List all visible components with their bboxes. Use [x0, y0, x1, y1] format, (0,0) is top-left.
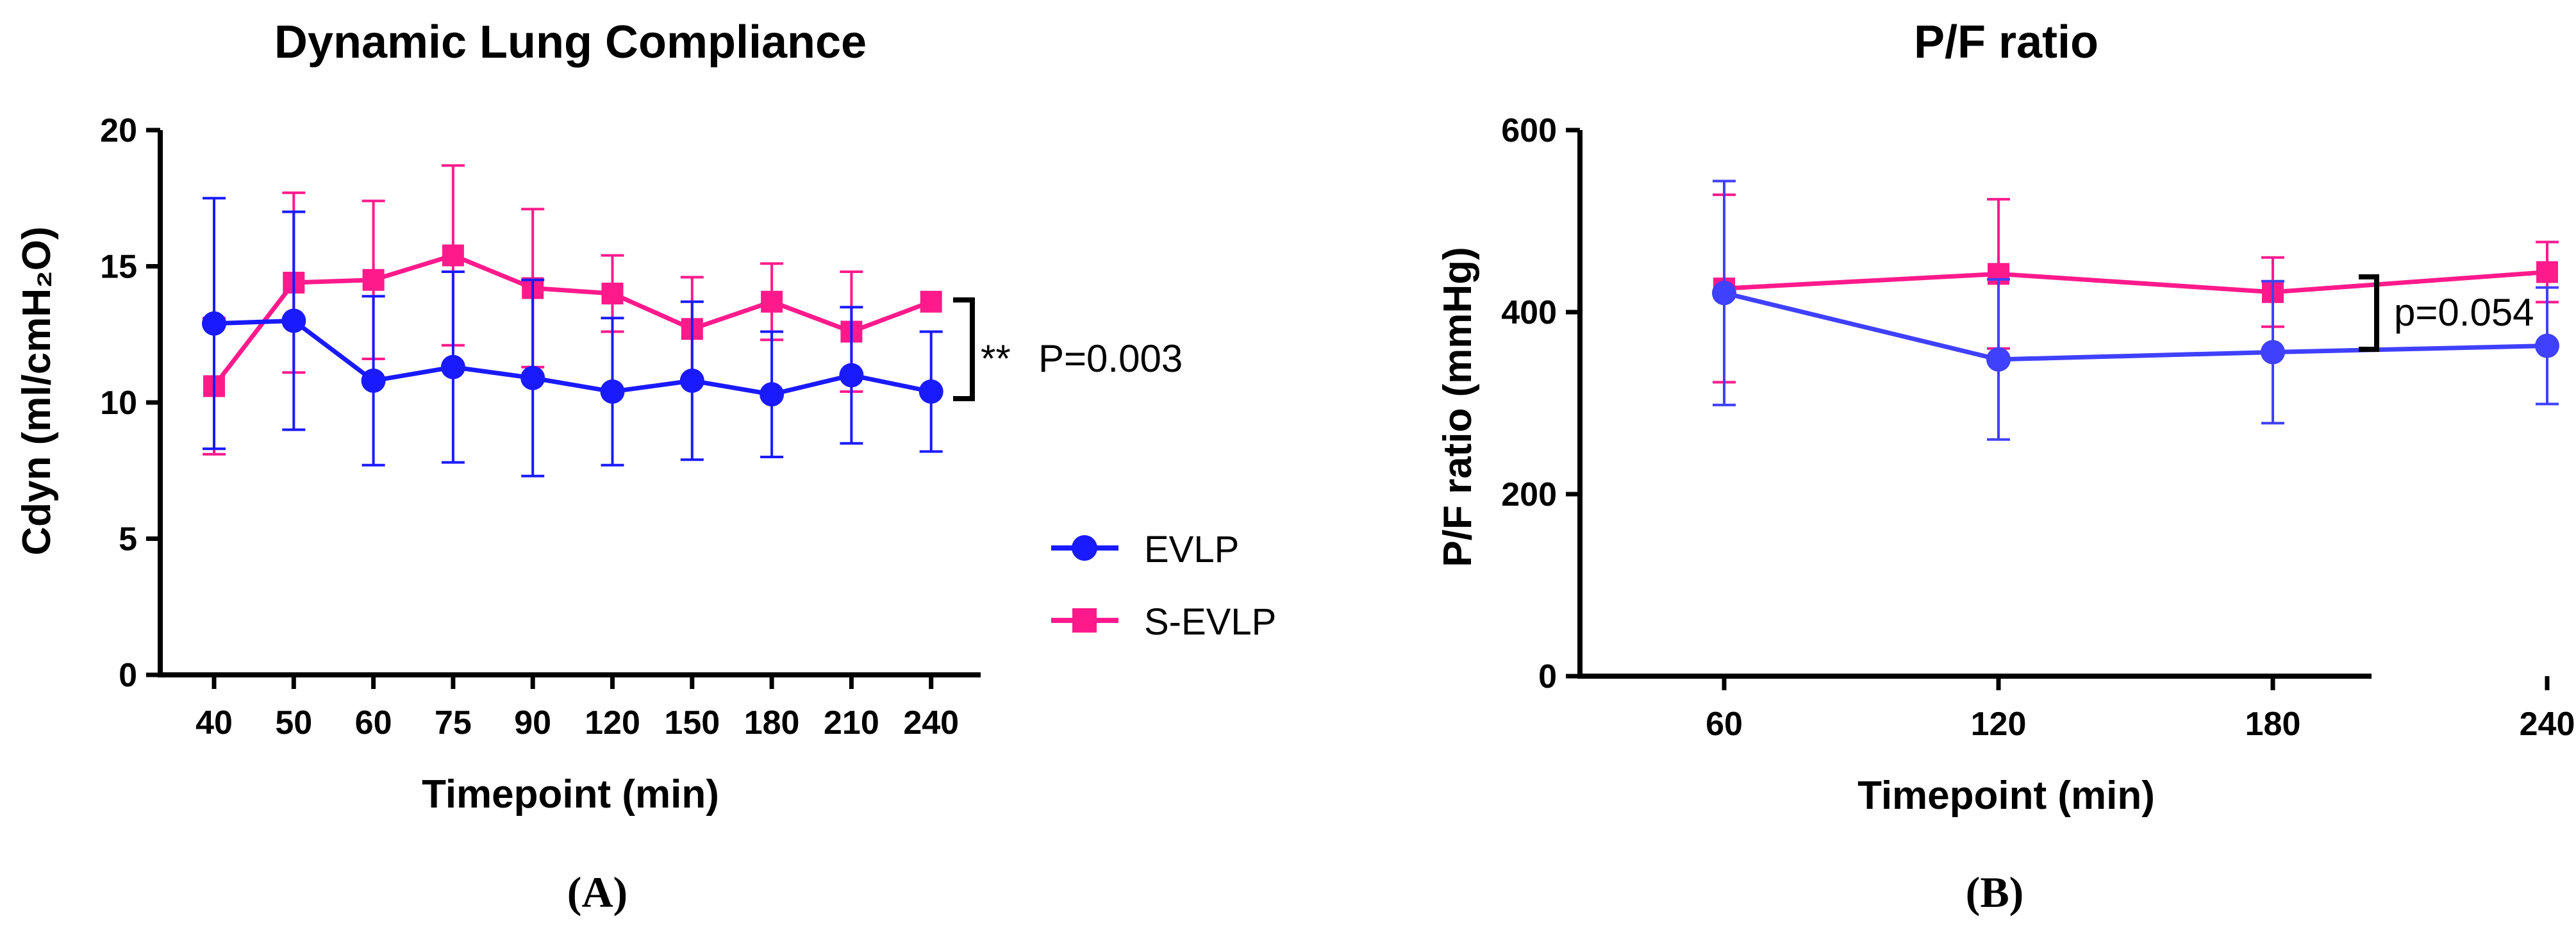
s-evlp-data-point — [442, 244, 464, 267]
legend-evlp-marker — [1072, 535, 1097, 561]
y-tick-label: 15 — [100, 249, 137, 286]
legend-s-evlp-marker — [1072, 608, 1097, 633]
panel-a-plot: 0 5 10 15 20 40 50 60 75 90 120 150 180 210 240 — [100, 112, 981, 742]
evlp-data-point — [679, 369, 704, 393]
x-tick-label: 40 — [195, 704, 233, 742]
panel-b-pf-ratio: P/F ratio P/F ratio (mmHg) Timepoint (mi… — [1436, 17, 2575, 916]
evlp-data-point — [2261, 340, 2285, 365]
y-tick-label: 200 — [1501, 476, 1557, 513]
panel-a-significance-bracket — [953, 297, 975, 401]
panel-a-significance-stars: ** — [981, 337, 1011, 380]
evlp-data-point — [361, 369, 386, 393]
panel-a-dynamic-lung-compliance: Dynamic Lung Compliance Cdyn (ml/cmH₂O) … — [15, 17, 1276, 916]
x-tick-label: 150 — [664, 704, 720, 742]
panel-a-x-axis-title: Timepoint (min) — [422, 772, 719, 817]
evlp-data-point — [760, 382, 785, 407]
x-tick-label: 60 — [1706, 706, 1743, 743]
x-tick-label: 180 — [2245, 706, 2301, 743]
x-tick-label: 60 — [355, 704, 392, 742]
evlp-series-line — [213, 318, 932, 397]
x-tick-label: 210 — [824, 704, 879, 742]
panel-b-label: (B) — [1966, 868, 2024, 916]
legend-s-evlp-label: S-EVLP — [1144, 601, 1276, 643]
panel-b-y-axis-title: P/F ratio (mmHg) — [1436, 247, 1480, 567]
evlp-data-point — [440, 354, 465, 379]
x-tick-label: 75 — [435, 704, 472, 742]
legend-evlp-label: EVLP — [1144, 529, 1239, 570]
y-tick-label: 600 — [1501, 112, 1557, 149]
panel-a-title: Dynamic Lung Compliance — [274, 17, 867, 68]
evlp-data-point — [918, 379, 943, 404]
s-evlp-series-line — [212, 253, 932, 388]
s-evlp-data-point — [920, 290, 942, 313]
x-tick-label: 120 — [585, 704, 640, 742]
s-evlp-data-point — [601, 283, 624, 304]
panel-b-title: P/F ratio — [1914, 17, 2098, 68]
x-tick-label: 240 — [2520, 706, 2575, 743]
panel-a-y-axis-title: Cdyn (ml/cmH₂O) — [15, 226, 59, 555]
evlp-data-point — [2535, 333, 2559, 358]
s-evlp-data-point — [761, 290, 783, 313]
evlp-data-point — [1986, 347, 2011, 372]
evlp-data-point — [839, 363, 864, 388]
evlp-data-point — [281, 308, 306, 333]
x-tick-label: 120 — [1971, 706, 2027, 743]
y-tick-label: 0 — [119, 657, 137, 694]
x-tick-label: 240 — [903, 704, 959, 742]
legend: EVLP S-EVLP — [1051, 529, 1276, 643]
s-evlp-data-point — [362, 269, 385, 291]
y-tick-label: 10 — [100, 385, 137, 422]
panel-b-plot: 0 200 400 600 60 120 180 240 — [1501, 112, 2575, 743]
panel-b-significance-bracket — [2359, 274, 2379, 352]
s-evlp-series-line — [1724, 270, 2548, 295]
evlp-series-line — [1724, 290, 2548, 362]
y-tick-label: 0 — [1538, 658, 1557, 695]
y-tick-label: 20 — [100, 112, 137, 149]
x-tick-label: 50 — [275, 704, 312, 742]
evlp-data-point — [202, 311, 226, 336]
x-tick-label: 180 — [744, 704, 800, 742]
panel-a-p-value: P=0.003 — [1038, 337, 1183, 380]
y-tick-label: 5 — [119, 521, 137, 558]
evlp-data-point — [600, 379, 625, 404]
s-evlp-data-point — [2536, 261, 2558, 283]
panel-a-label: (A) — [567, 868, 627, 916]
evlp-data-point — [1712, 281, 1736, 306]
evlp-data-point — [520, 365, 545, 390]
panel-b-p-value: p=0.054 — [2394, 291, 2534, 334]
y-tick-label: 400 — [1501, 294, 1557, 331]
x-tick-label: 90 — [514, 704, 551, 742]
panel-b-x-axis-title: Timepoint (min) — [1857, 774, 2155, 818]
